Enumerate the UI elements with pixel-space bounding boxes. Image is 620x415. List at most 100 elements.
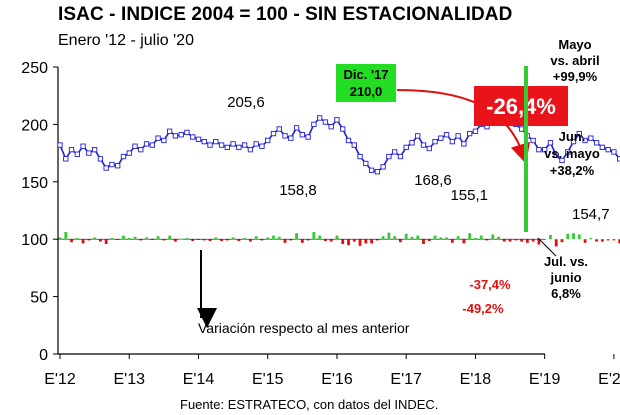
variation-bar bbox=[145, 237, 148, 240]
data-point bbox=[518, 126, 525, 132]
variation-bar bbox=[306, 239, 310, 241]
jun-note-line3: +38,2% bbox=[550, 163, 595, 178]
x-tick-label: E'19 bbox=[529, 371, 561, 388]
data-point bbox=[426, 145, 432, 152]
variation-bar bbox=[150, 239, 154, 240]
variation-bar bbox=[75, 238, 79, 240]
data-point bbox=[86, 150, 92, 156]
variation-bar bbox=[485, 239, 489, 241]
data-point bbox=[218, 142, 225, 148]
variation-bar bbox=[174, 239, 177, 242]
data-point bbox=[611, 149, 617, 155]
variation-bar bbox=[410, 236, 414, 240]
variation-bar bbox=[583, 239, 587, 243]
data-point bbox=[565, 149, 571, 155]
variation-bar bbox=[404, 233, 408, 240]
data-point bbox=[467, 130, 473, 137]
variation-bar bbox=[324, 239, 327, 241]
data-point bbox=[380, 164, 386, 170]
mayo-note-line2: vs. abril bbox=[550, 53, 599, 68]
variation-bar bbox=[277, 236, 281, 240]
variation-bar bbox=[358, 239, 362, 246]
variation-bar bbox=[139, 239, 143, 241]
drop-box bbox=[474, 86, 568, 126]
data-point bbox=[432, 138, 438, 145]
mayo-note-line3: +99,9% bbox=[553, 69, 598, 84]
data-point bbox=[161, 137, 167, 144]
variation-bar bbox=[335, 235, 339, 240]
data-point bbox=[247, 147, 254, 153]
variation-bar bbox=[491, 234, 495, 240]
drop-box-text: -26,4% bbox=[486, 94, 556, 119]
jun-note-line2: vs. mayo bbox=[544, 146, 600, 161]
variation-bar bbox=[104, 239, 108, 244]
x-tick-label: E'16 bbox=[321, 371, 353, 388]
variation-bar bbox=[560, 239, 564, 243]
data-point bbox=[265, 137, 271, 144]
data-point bbox=[461, 141, 467, 147]
variation-bar bbox=[318, 235, 322, 240]
variation-bar bbox=[433, 235, 437, 240]
data-point bbox=[288, 135, 294, 141]
data-point bbox=[253, 141, 259, 147]
variation-bar bbox=[197, 239, 200, 240]
variation-bar bbox=[445, 237, 448, 240]
data-point bbox=[357, 153, 363, 160]
jul-note-line1: Jul. vs. bbox=[544, 254, 588, 269]
data-point bbox=[345, 137, 352, 144]
jul-note-leader bbox=[537, 237, 557, 257]
variation-bar bbox=[462, 239, 466, 244]
x-tick-label: E'14 bbox=[183, 371, 215, 388]
variation-bar bbox=[191, 239, 195, 241]
variation-bar bbox=[549, 235, 552, 240]
label-158-8: 158,8 bbox=[279, 182, 317, 199]
x-tick-label: E'20 bbox=[598, 371, 620, 388]
data-point bbox=[415, 133, 421, 139]
variation-bar bbox=[266, 237, 270, 240]
data-point bbox=[126, 150, 132, 156]
variation-bar bbox=[618, 239, 620, 244]
variation-bar bbox=[416, 235, 420, 240]
variation-bar bbox=[364, 239, 368, 244]
pct-march: -37,4% bbox=[469, 277, 511, 292]
data-point bbox=[351, 142, 357, 148]
variation-bar bbox=[589, 238, 593, 240]
variation-bar bbox=[352, 239, 356, 242]
data-point bbox=[317, 115, 323, 121]
data-point bbox=[547, 140, 554, 146]
data-point bbox=[166, 128, 173, 134]
data-point bbox=[392, 149, 398, 155]
data-point bbox=[270, 130, 277, 137]
variation-bar bbox=[456, 236, 460, 240]
variation-bar bbox=[554, 239, 558, 247]
variation-bar bbox=[133, 236, 137, 240]
variation-bar bbox=[531, 239, 535, 242]
label-154-7: 154,7 bbox=[572, 206, 610, 223]
data-point bbox=[143, 141, 150, 147]
variation-label: Variación respecto al mes anterior bbox=[198, 320, 410, 336]
variation-bar bbox=[600, 239, 604, 242]
variation-bar bbox=[502, 239, 506, 242]
may-highlight bbox=[524, 66, 528, 232]
variation-bar bbox=[520, 239, 523, 242]
y-tick-label: 50 bbox=[30, 290, 48, 307]
variation-bar bbox=[497, 236, 500, 240]
y-tick-label: 100 bbox=[21, 232, 48, 249]
variation-bar bbox=[474, 238, 477, 240]
variation-bar bbox=[237, 239, 241, 241]
variation-bar bbox=[514, 239, 518, 241]
variation-bar bbox=[508, 239, 512, 242]
data-point bbox=[190, 134, 196, 140]
variation-bar bbox=[122, 235, 125, 240]
data-point bbox=[368, 167, 375, 173]
label-205-6: 205,6 bbox=[227, 94, 265, 111]
data-point bbox=[91, 147, 98, 153]
variation-bar bbox=[300, 239, 304, 243]
data-point bbox=[582, 137, 588, 144]
variation-bar bbox=[179, 238, 183, 240]
chart-title: ISAC - INDICE 2004 = 100 - SIN ESTACIONA… bbox=[58, 4, 513, 25]
variation-bar bbox=[58, 237, 62, 240]
data-point bbox=[576, 130, 582, 137]
variation-bar bbox=[231, 237, 235, 240]
data-point bbox=[322, 119, 329, 125]
